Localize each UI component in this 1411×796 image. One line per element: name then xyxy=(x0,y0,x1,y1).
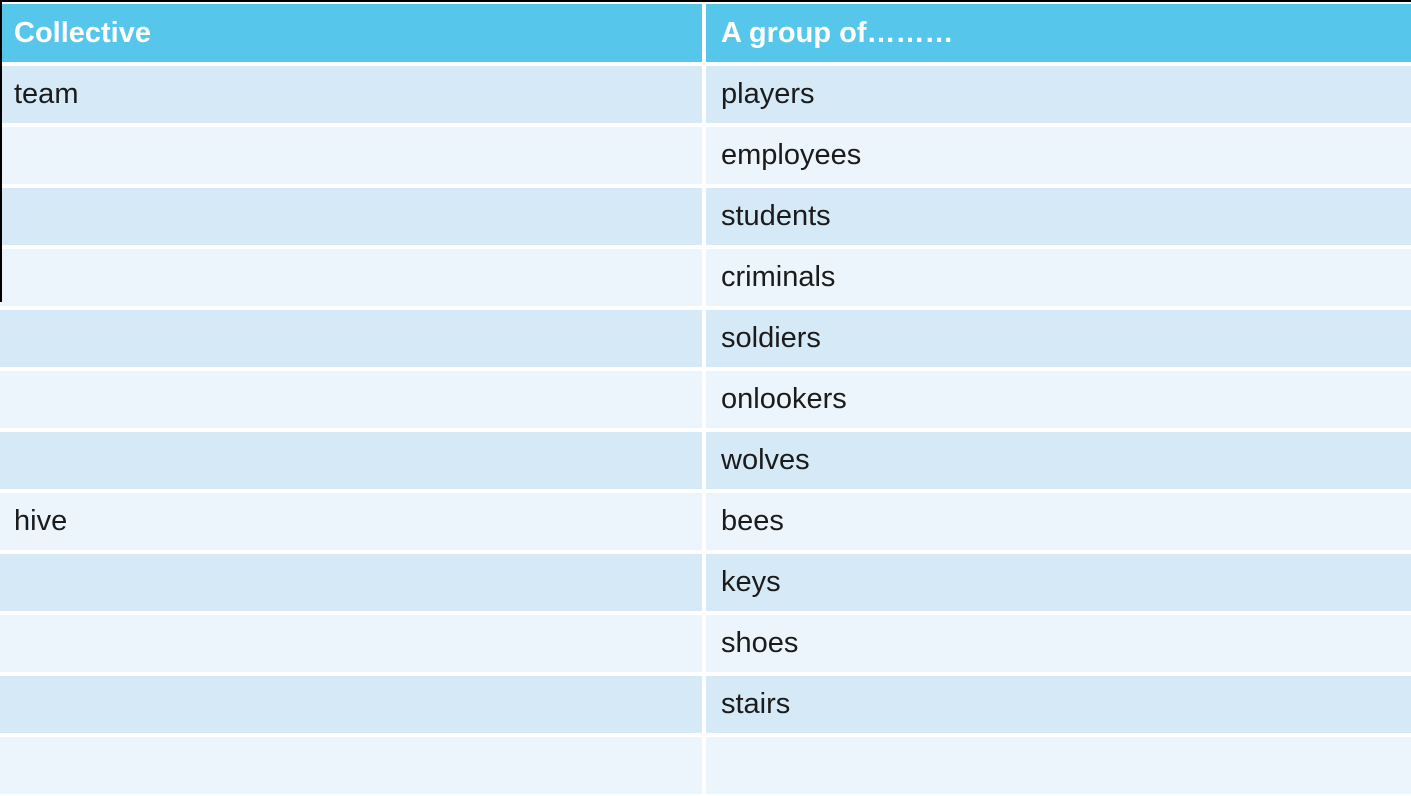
table-header-row: Collective A group of……… xyxy=(0,4,1411,62)
table-row: onlookers xyxy=(0,371,1411,428)
collective-cell xyxy=(0,127,702,184)
table-row: criminals xyxy=(0,249,1411,306)
collective-cell xyxy=(0,249,702,306)
table-row: students xyxy=(0,188,1411,245)
collective-cell: team xyxy=(0,66,702,123)
group-cell: bees xyxy=(706,493,1411,550)
table-row: employees xyxy=(0,127,1411,184)
table-row: stairs xyxy=(0,676,1411,733)
group-cell: stairs xyxy=(706,676,1411,733)
column-header-group-of: A group of……… xyxy=(706,4,1411,62)
collective-cell xyxy=(0,371,702,428)
left-edge-line xyxy=(0,0,2,302)
group-cell: players xyxy=(706,66,1411,123)
group-cell: criminals xyxy=(706,249,1411,306)
table-row xyxy=(0,737,1411,794)
group-cell: keys xyxy=(706,554,1411,611)
table-row: hive bees xyxy=(0,493,1411,550)
collective-cell xyxy=(0,310,702,367)
collective-cell xyxy=(0,615,702,672)
table-row: wolves xyxy=(0,432,1411,489)
collective-cell xyxy=(0,554,702,611)
group-cell: wolves xyxy=(706,432,1411,489)
column-header-collective: Collective xyxy=(0,4,702,62)
group-cell: soldiers xyxy=(706,310,1411,367)
table-row: shoes xyxy=(0,615,1411,672)
collective-cell: hive xyxy=(0,493,702,550)
collective-cell xyxy=(0,676,702,733)
group-cell: students xyxy=(706,188,1411,245)
group-cell: shoes xyxy=(706,615,1411,672)
group-cell: employees xyxy=(706,127,1411,184)
collective-cell xyxy=(0,737,702,794)
table-row: keys xyxy=(0,554,1411,611)
collective-cell xyxy=(0,432,702,489)
group-cell: onlookers xyxy=(706,371,1411,428)
table-row: team players xyxy=(0,66,1411,123)
collective-nouns-table: Collective A group of……… team players em… xyxy=(0,4,1411,796)
top-edge-line xyxy=(0,0,1411,2)
group-cell xyxy=(706,737,1411,794)
table-row: soldiers xyxy=(0,310,1411,367)
collective-cell xyxy=(0,188,702,245)
